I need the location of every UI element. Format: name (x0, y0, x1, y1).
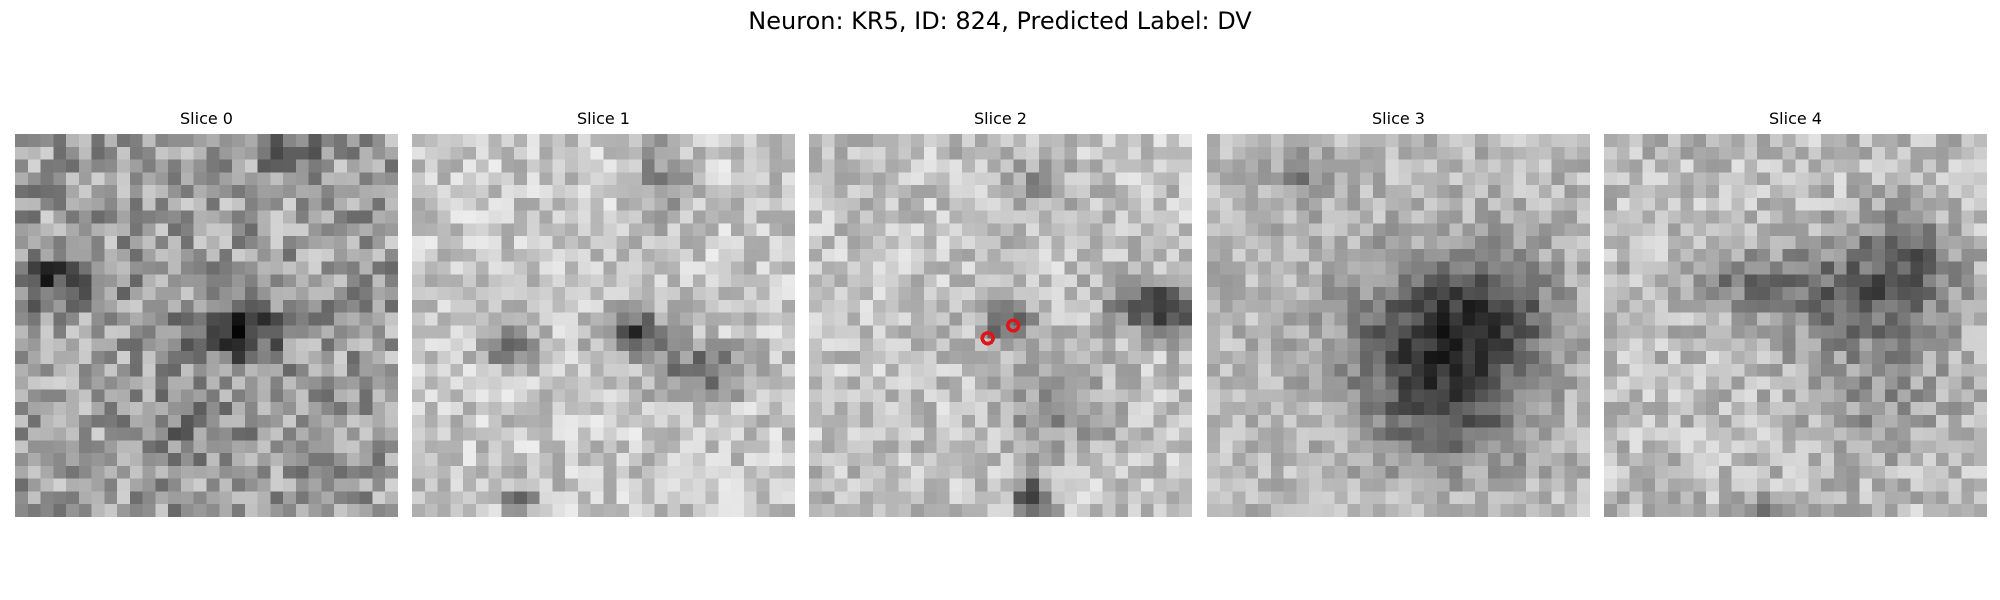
slice-panel-4: Slice 4 (1604, 108, 1987, 517)
slice-title: Slice 1 (577, 109, 630, 128)
slice-image (1604, 134, 1987, 517)
slice-heatmap (1604, 134, 1987, 517)
slice-image (1207, 134, 1590, 517)
slice-panel-2: Slice 2 (809, 108, 1192, 517)
slice-title: Slice 2 (974, 109, 1027, 128)
slice-title: Slice 0 (180, 109, 233, 128)
marker-point (1006, 318, 1021, 333)
marker-point (980, 331, 995, 346)
slice-heatmap (1207, 134, 1590, 517)
slice-image (809, 134, 1192, 517)
slice-heatmap (412, 134, 795, 517)
slice-title: Slice 4 (1769, 109, 1822, 128)
slice-panel-0: Slice 0 (15, 108, 398, 517)
slice-heatmap (15, 134, 398, 517)
slice-panel-3: Slice 3 (1207, 108, 1590, 517)
slice-image (412, 134, 795, 517)
slice-heatmap (809, 134, 1192, 517)
slice-image (15, 134, 398, 517)
slice-panel-1: Slice 1 (412, 108, 795, 517)
slice-title: Slice 3 (1372, 109, 1425, 128)
figure-title: Neuron: KR5, ID: 824, Predicted Label: D… (748, 7, 1252, 35)
